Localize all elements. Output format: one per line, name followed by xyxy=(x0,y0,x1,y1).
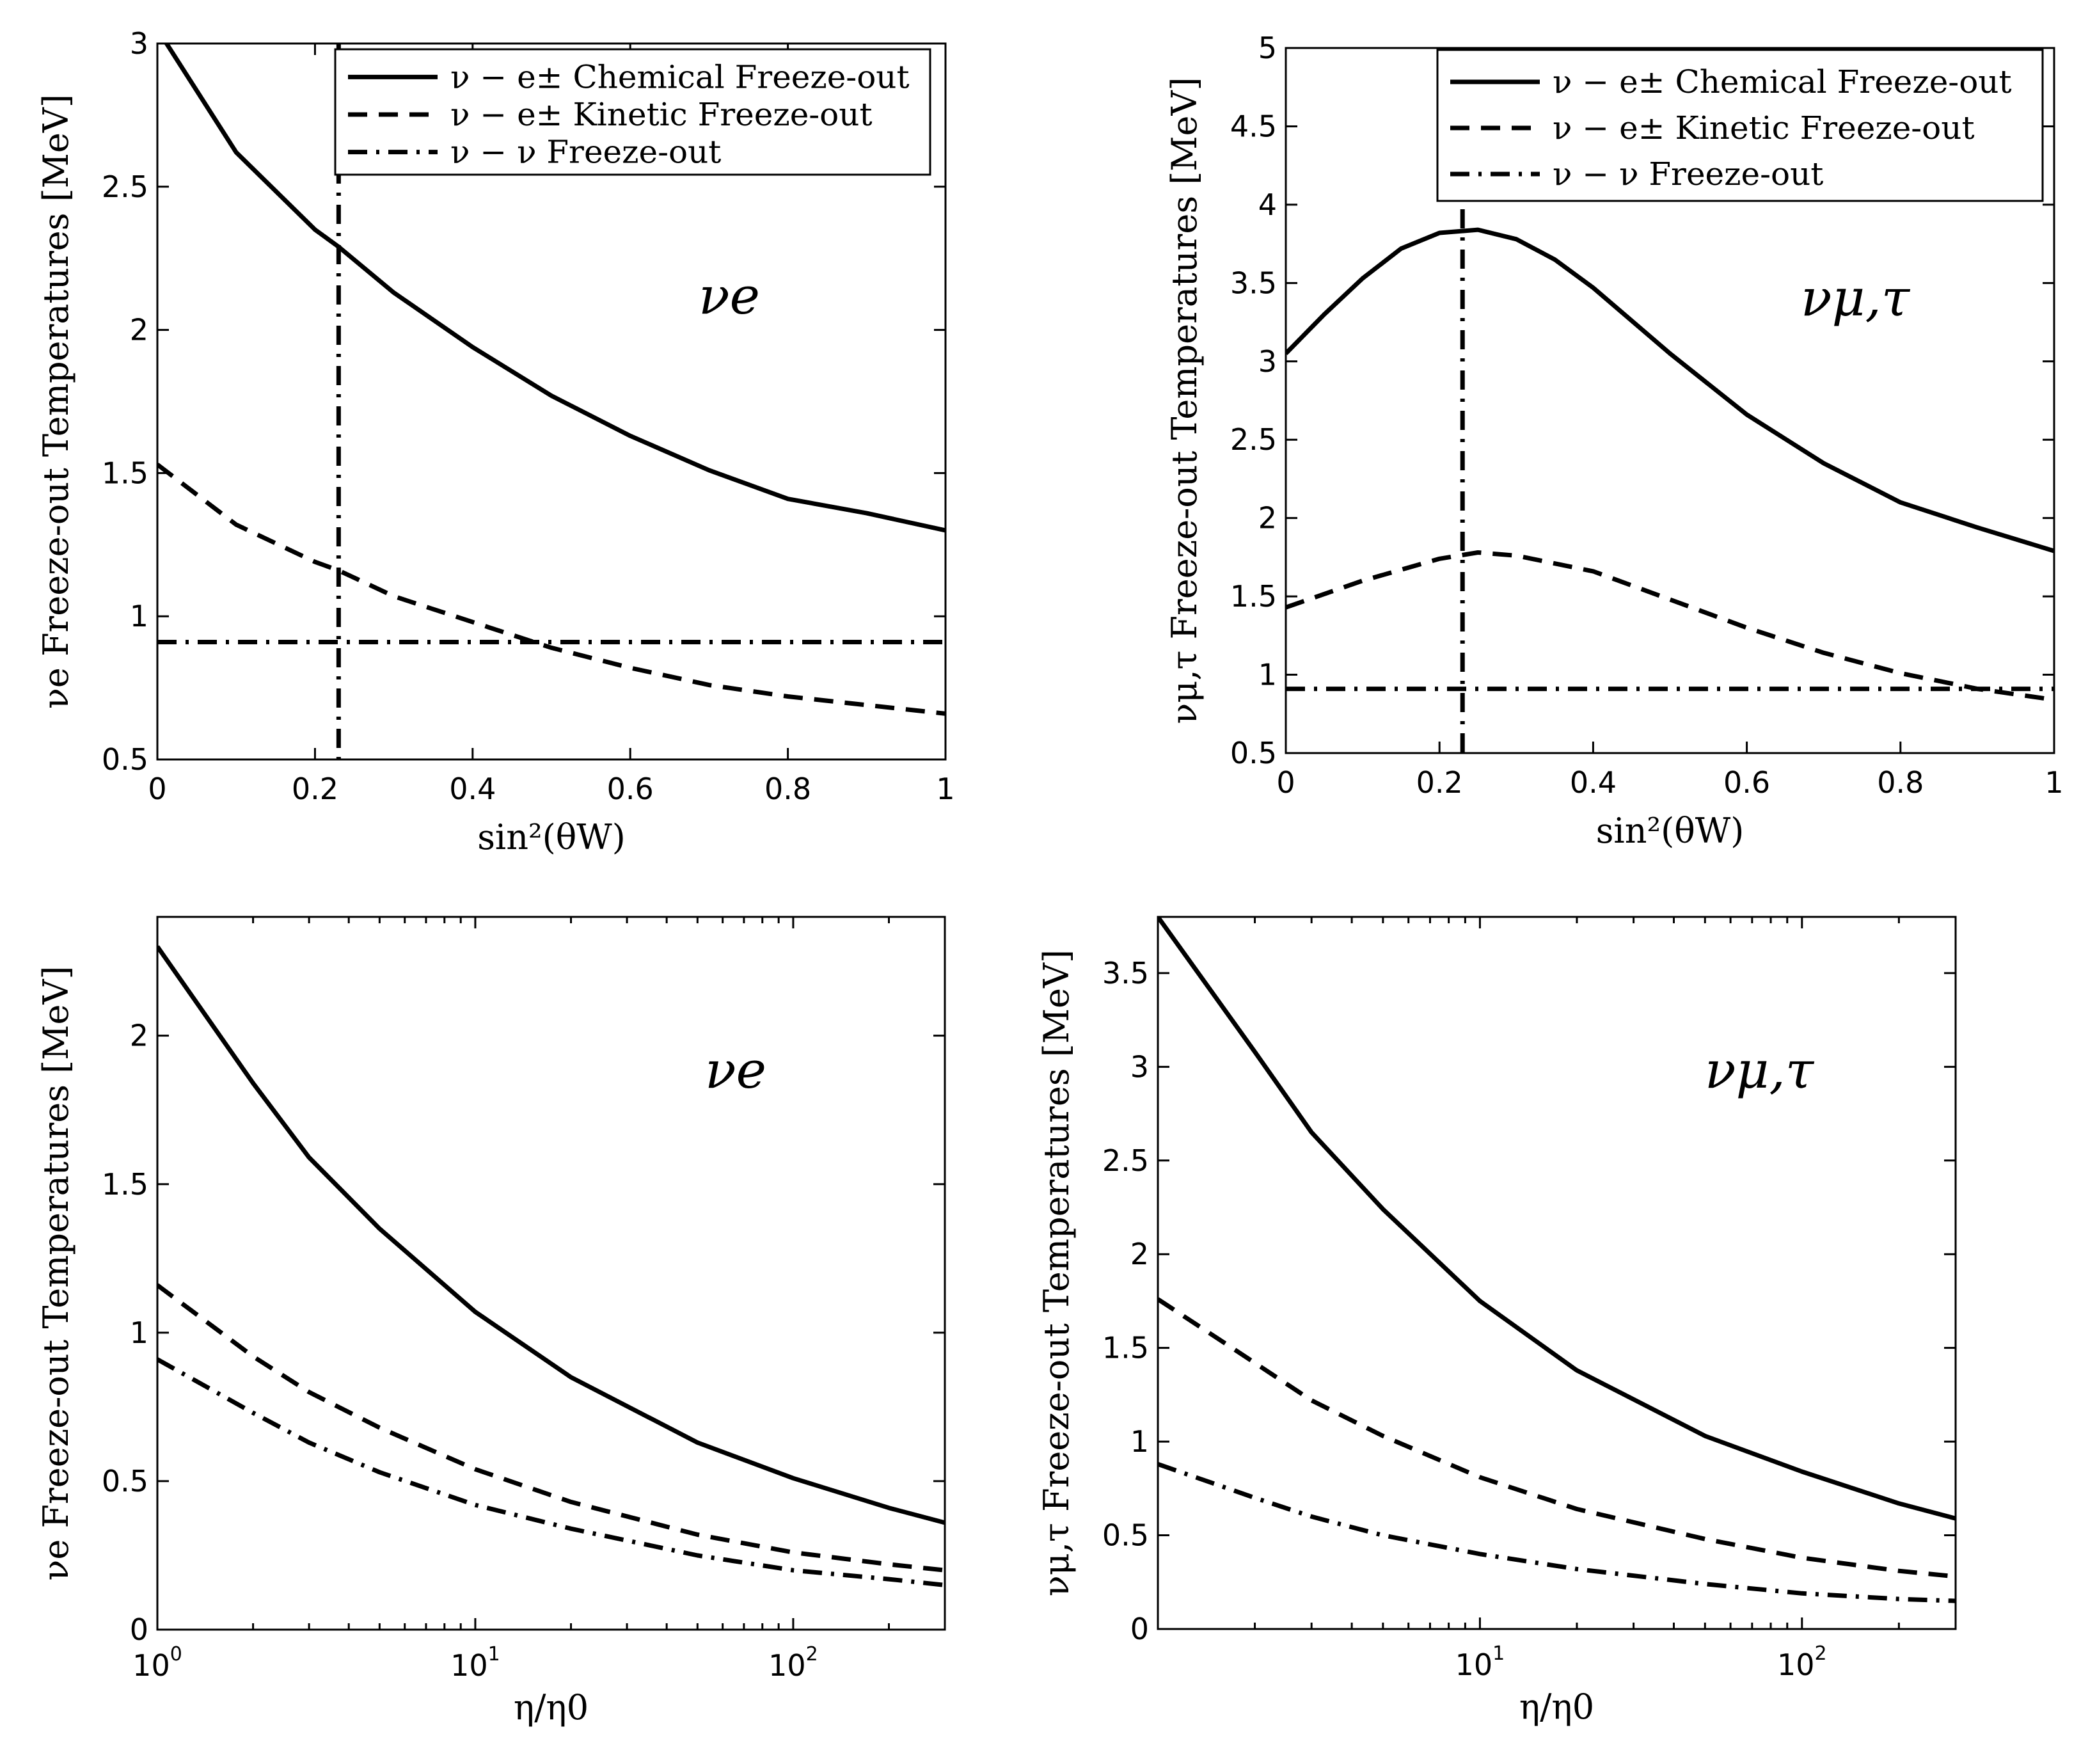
y-axis-label: νe Freeze-out Temperatures [MeV] xyxy=(36,966,76,1581)
x-tick-label: 0.4 xyxy=(1570,765,1617,800)
y-tick-label: 0 xyxy=(1130,1612,1149,1646)
chart-panel-top-left: 0 0.2 0.4 0.6 0.8 1 0.5 1 1.5 2 2.5 3 sin²(θW) νe Fre… xyxy=(36,26,955,857)
axes-frame xyxy=(1285,47,2055,754)
y-tick-label: 1 xyxy=(130,599,148,633)
curve-annotation: νμ,τ xyxy=(1705,1040,1815,1100)
y-tick-label: 4 xyxy=(1258,187,1277,222)
x-tick-exponent: 2 xyxy=(1815,1642,1827,1665)
x-tick-base: 10 xyxy=(1777,1648,1815,1682)
series-line-dashed xyxy=(1286,550,2054,703)
y-tick-label: 3 xyxy=(1258,344,1277,379)
x-tick-exponent: 1 xyxy=(488,1643,500,1665)
series-line-dashed xyxy=(1158,1297,1956,1579)
y-tick-label: 4.5 xyxy=(1230,109,1277,143)
axes-frame xyxy=(156,916,946,1631)
x-tick-label: 101 xyxy=(1455,1642,1505,1682)
x-tick-label: 0 xyxy=(148,772,166,806)
series-line-dashed xyxy=(157,463,946,716)
legend-entry: ν − ν Freeze-out xyxy=(450,134,721,171)
y-tick-label: 1.5 xyxy=(102,1167,148,1202)
x-tick-exponent: 1 xyxy=(1492,1642,1505,1665)
legend-entry: ν − e± Chemical Freeze-out xyxy=(450,58,910,95)
y-tick-label: 2.5 xyxy=(1102,1143,1149,1178)
x-tick-exponent: 0 xyxy=(170,1643,182,1665)
legend-entry: ν − e± Kinetic Freeze-out xyxy=(1553,109,1975,147)
series-line-solid xyxy=(157,945,945,1525)
x-tick-label: 0.2 xyxy=(292,772,338,806)
x-tick-base: 10 xyxy=(450,1648,488,1683)
y-tick-label: 5 xyxy=(1258,31,1277,65)
series-line-dashdot xyxy=(157,1357,945,1587)
y-tick-label: 2.5 xyxy=(1230,422,1277,457)
series-line-dashdot xyxy=(1158,1461,1956,1603)
x-tick-label: 1 xyxy=(2045,765,2063,800)
legend-entry: ν − e± Chemical Freeze-out xyxy=(1553,63,2012,100)
y-tick-label: 2 xyxy=(1258,501,1277,536)
y-tick-label: 2 xyxy=(130,313,148,347)
y-tick-label: 1 xyxy=(1130,1424,1149,1459)
x-tick-label: 0.8 xyxy=(764,772,811,806)
x-tick-label: 0.8 xyxy=(1877,765,1924,800)
series-line-solid xyxy=(1286,227,2054,553)
y-tick-label: 2 xyxy=(130,1019,148,1053)
x-tick-label: 100 xyxy=(132,1643,182,1683)
y-tick-label: 3.5 xyxy=(1230,266,1277,300)
series-group xyxy=(1158,917,1956,1603)
legend-entry: ν − ν Freeze-out xyxy=(1553,155,1823,193)
chart-panel-top-right: 0 0.2 0.4 0.6 0.8 1 0.5 1 1.5 2 2.5 3 3.5 4 4.5 5 sin²(θ… xyxy=(1164,31,2064,851)
y-axis-label: νμ,τ Freeze-out Temperatures [MeV] xyxy=(1036,950,1077,1596)
x-tick-label: 1 xyxy=(936,772,954,806)
series-group xyxy=(1286,48,2054,753)
x-tick-label: 0.4 xyxy=(449,772,496,806)
x-tick-base: 10 xyxy=(768,1648,806,1683)
x-tick-base: 10 xyxy=(1455,1648,1493,1682)
y-tick-label: 1.5 xyxy=(1102,1331,1149,1365)
y-tick-label: 0.5 xyxy=(1230,736,1277,770)
legend-entry: ν − e± Kinetic Freeze-out xyxy=(450,96,873,133)
x-axis-label: η/η0 xyxy=(1519,1687,1594,1727)
x-tick-label: 0 xyxy=(1276,765,1295,800)
curve-annotation: νμ,τ xyxy=(1801,268,1911,328)
x-tick-base: 10 xyxy=(132,1648,170,1683)
y-tick-label: 3 xyxy=(1130,1049,1149,1084)
y-tick-label: 1 xyxy=(1258,658,1277,692)
series-line-solid xyxy=(164,44,946,533)
y-axis-label: νe Freeze-out Temperatures [MeV] xyxy=(36,94,76,709)
y-tick-label: 1 xyxy=(130,1315,148,1350)
y-tick-label: 2.5 xyxy=(102,170,148,204)
y-tick-label: 0 xyxy=(130,1612,148,1647)
y-tick-label: 1.5 xyxy=(102,456,148,490)
y-axis-label: νμ,τ Freeze-out Temperatures [MeV] xyxy=(1164,77,1205,724)
y-tick-label: 0.5 xyxy=(102,742,148,777)
x-axis-label: sin²(θW) xyxy=(477,817,626,857)
x-tick-label: 102 xyxy=(768,1643,818,1683)
x-axis-label: sin²(θW) xyxy=(1596,811,1745,851)
curve-annotation: νe xyxy=(699,266,760,326)
y-tick-label: 3 xyxy=(130,26,148,61)
y-tick-label: 0.5 xyxy=(1102,1518,1149,1553)
x-tick-label: 0.6 xyxy=(1723,765,1770,800)
x-tick-label: 0.2 xyxy=(1416,765,1463,800)
y-tick-label: 2 xyxy=(1130,1237,1149,1271)
x-tick-label: 0.6 xyxy=(607,772,654,806)
series-line-dashed xyxy=(157,1283,945,1573)
series-group xyxy=(157,945,945,1587)
x-tick-exponent: 2 xyxy=(806,1643,818,1665)
y-tick-label: 3.5 xyxy=(1102,956,1149,990)
curve-annotation: νe xyxy=(705,1040,766,1100)
x-tick-label: 101 xyxy=(450,1643,500,1683)
axes-frame xyxy=(1157,916,1957,1630)
y-tick-label: 1.5 xyxy=(1230,579,1277,614)
series-group xyxy=(157,44,946,759)
series-line-solid xyxy=(1158,917,1956,1521)
x-axis-label: η/η0 xyxy=(514,1687,589,1728)
y-tick-label: 0.5 xyxy=(102,1464,148,1498)
x-tick-label: 102 xyxy=(1777,1642,1827,1682)
axes-frame xyxy=(156,42,947,761)
